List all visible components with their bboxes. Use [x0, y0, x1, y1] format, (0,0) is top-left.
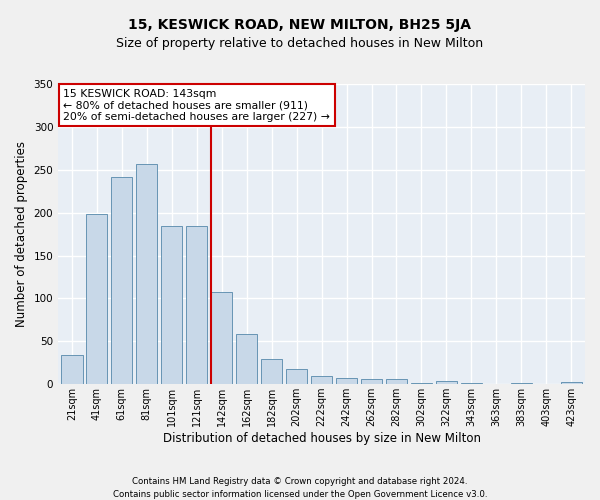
Bar — [261, 360, 282, 384]
Bar — [111, 176, 133, 384]
Bar — [211, 292, 232, 384]
Text: Size of property relative to detached houses in New Milton: Size of property relative to detached ho… — [116, 38, 484, 51]
Bar — [286, 368, 307, 384]
Bar — [336, 378, 357, 384]
Text: Contains HM Land Registry data © Crown copyright and database right 2024.: Contains HM Land Registry data © Crown c… — [132, 478, 468, 486]
Text: 15 KESWICK ROAD: 143sqm
← 80% of detached houses are smaller (911)
20% of semi-d: 15 KESWICK ROAD: 143sqm ← 80% of detache… — [64, 88, 331, 122]
Text: 15, KESWICK ROAD, NEW MILTON, BH25 5JA: 15, KESWICK ROAD, NEW MILTON, BH25 5JA — [128, 18, 472, 32]
X-axis label: Distribution of detached houses by size in New Milton: Distribution of detached houses by size … — [163, 432, 481, 445]
Bar — [186, 226, 208, 384]
Bar — [61, 355, 83, 384]
Bar — [386, 379, 407, 384]
Bar — [560, 382, 582, 384]
Bar — [361, 379, 382, 384]
Y-axis label: Number of detached properties: Number of detached properties — [15, 141, 28, 327]
Bar — [161, 226, 182, 384]
Bar — [236, 334, 257, 384]
Bar — [136, 164, 157, 384]
Text: Contains public sector information licensed under the Open Government Licence v3: Contains public sector information licen… — [113, 490, 487, 499]
Bar — [311, 376, 332, 384]
Bar — [86, 214, 107, 384]
Bar — [436, 380, 457, 384]
